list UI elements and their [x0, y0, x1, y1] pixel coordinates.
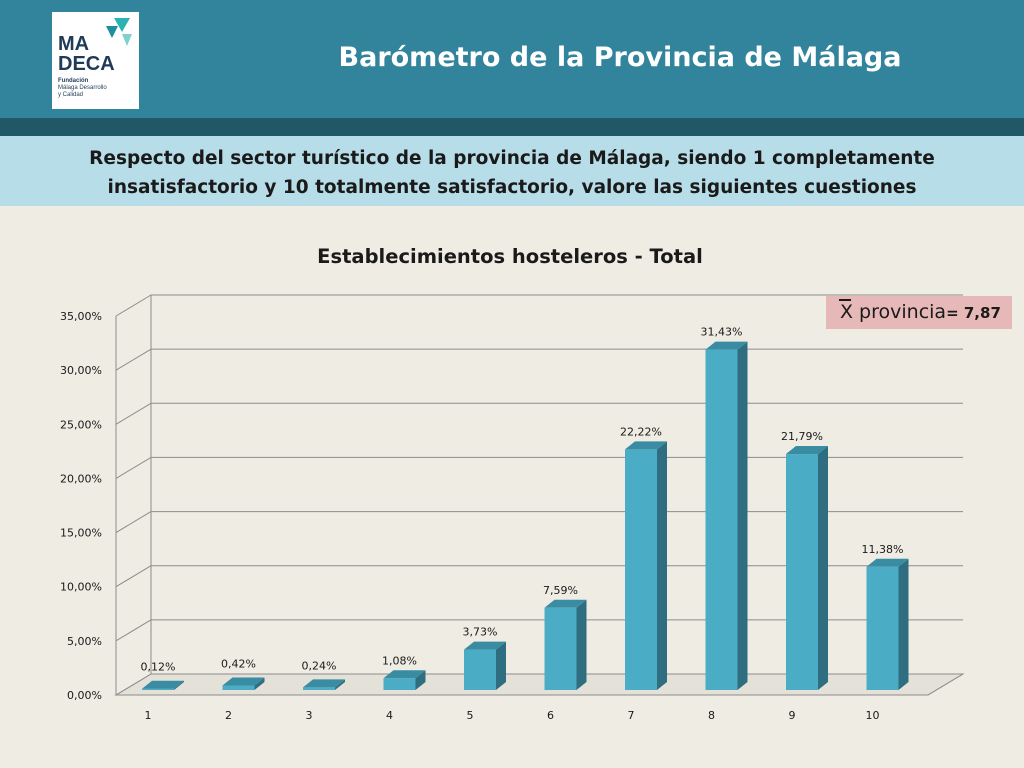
x-tick-label: 1 [145, 709, 152, 722]
bar-value-label: 1,08% [382, 654, 417, 667]
gridline-depth [115, 619, 152, 642]
logo-line-2: DECA [58, 53, 115, 75]
y-tick-label: 0,00% [67, 689, 102, 702]
gridline-depth [115, 348, 152, 371]
bar-top [222, 677, 265, 686]
y-tick-label: 35,00% [60, 310, 102, 323]
bar [383, 678, 416, 690]
bar-side [496, 641, 506, 690]
bar-value-label: 0,42% [221, 657, 256, 670]
bar-side [254, 677, 265, 690]
x-tick-label: 6 [547, 709, 554, 722]
bar [705, 349, 738, 690]
bar [303, 687, 335, 690]
mean-value: = 7,87 [946, 304, 1001, 322]
bar-top [464, 641, 506, 650]
y-tick-label: 5,00% [67, 635, 102, 648]
bar [142, 688, 174, 690]
bar-side [576, 599, 587, 690]
header-bar [0, 0, 1024, 118]
bar-value-label: 11,38% [862, 543, 904, 556]
bar [544, 607, 577, 690]
question-band: Respecto del sector turístico de la prov… [0, 136, 1024, 206]
bar-top [786, 446, 828, 455]
bar [866, 566, 899, 690]
bar-value-label: 0,12% [141, 661, 176, 674]
bar-side [818, 446, 828, 690]
mean-overline [839, 299, 851, 301]
chart-title: Establecimientos hosteleros - Total [317, 245, 703, 268]
mean-box: X provincia= 7,87 [826, 296, 1012, 329]
bar-value-label: 31,43% [701, 326, 743, 339]
header-band [0, 118, 1024, 136]
logo-sub-1: Fundación [58, 78, 89, 84]
x-tick-label: 9 [789, 709, 796, 722]
y-tick-label: 15,00% [60, 527, 102, 540]
x-tick-label: 5 [467, 709, 474, 722]
gridline-depth [115, 673, 152, 696]
x-tick-label: 7 [628, 709, 635, 722]
logo-line-1: MA [58, 33, 90, 55]
x-tick-label: 2 [225, 709, 232, 722]
logo-sub-2: Málaga Desarrollo [58, 85, 107, 91]
x-tick-label: 3 [306, 709, 313, 722]
logo-subtitle: Fundación Málaga Desarrollo y Calidad [58, 78, 138, 99]
bar-top [383, 670, 426, 679]
bar-top [625, 441, 667, 450]
bar-side [335, 679, 345, 690]
bar-side [737, 341, 748, 690]
bar-top [866, 558, 909, 567]
gridline-depth [115, 402, 152, 425]
bar-top [303, 679, 345, 688]
y-tick-label: 25,00% [60, 418, 102, 431]
y-tick-label: 30,00% [60, 364, 102, 377]
bar-side [415, 670, 426, 690]
bar-value-label: 7,59% [543, 584, 578, 597]
y-tick-label: 10,00% [60, 581, 102, 594]
mean-text: X provincia= 7,87 [840, 301, 1001, 323]
logo-sub-3: y Calidad [58, 92, 84, 98]
madeca-logo: MA DECA Fundación Málaga Desarrollo y Ca… [52, 12, 139, 109]
bar-side [898, 558, 909, 690]
bar-side [174, 680, 184, 690]
bar [222, 685, 255, 690]
x-tick-label: 4 [386, 709, 393, 722]
bar-value-label: 21,79% [781, 430, 823, 443]
page-title: Barómetro de la Provincia de Málaga [338, 42, 902, 73]
bar-top [142, 680, 184, 689]
bar [625, 449, 657, 690]
gridline-depth [115, 565, 152, 588]
y-tick-label: 20,00% [60, 472, 102, 485]
bar [464, 649, 496, 690]
bar [786, 454, 818, 690]
floor-edge [927, 673, 964, 696]
gridline-depth [115, 294, 152, 317]
gridline-depth [115, 456, 152, 479]
x-tick-label: 8 [708, 709, 715, 722]
question-text: Respecto del sector turístico de la prov… [89, 148, 935, 198]
gridline-depth [115, 511, 152, 534]
bar-top [705, 341, 748, 350]
bar-value-label: 3,73% [463, 626, 498, 639]
bar-top [544, 599, 587, 608]
bar-value-label: 22,22% [620, 425, 662, 438]
bar-side [657, 441, 667, 690]
bar-value-label: 0,24% [302, 659, 337, 672]
logo-mark-icon [106, 18, 132, 46]
x-tick-label: 10 [866, 709, 880, 722]
mean-label: X provincia [840, 301, 947, 323]
